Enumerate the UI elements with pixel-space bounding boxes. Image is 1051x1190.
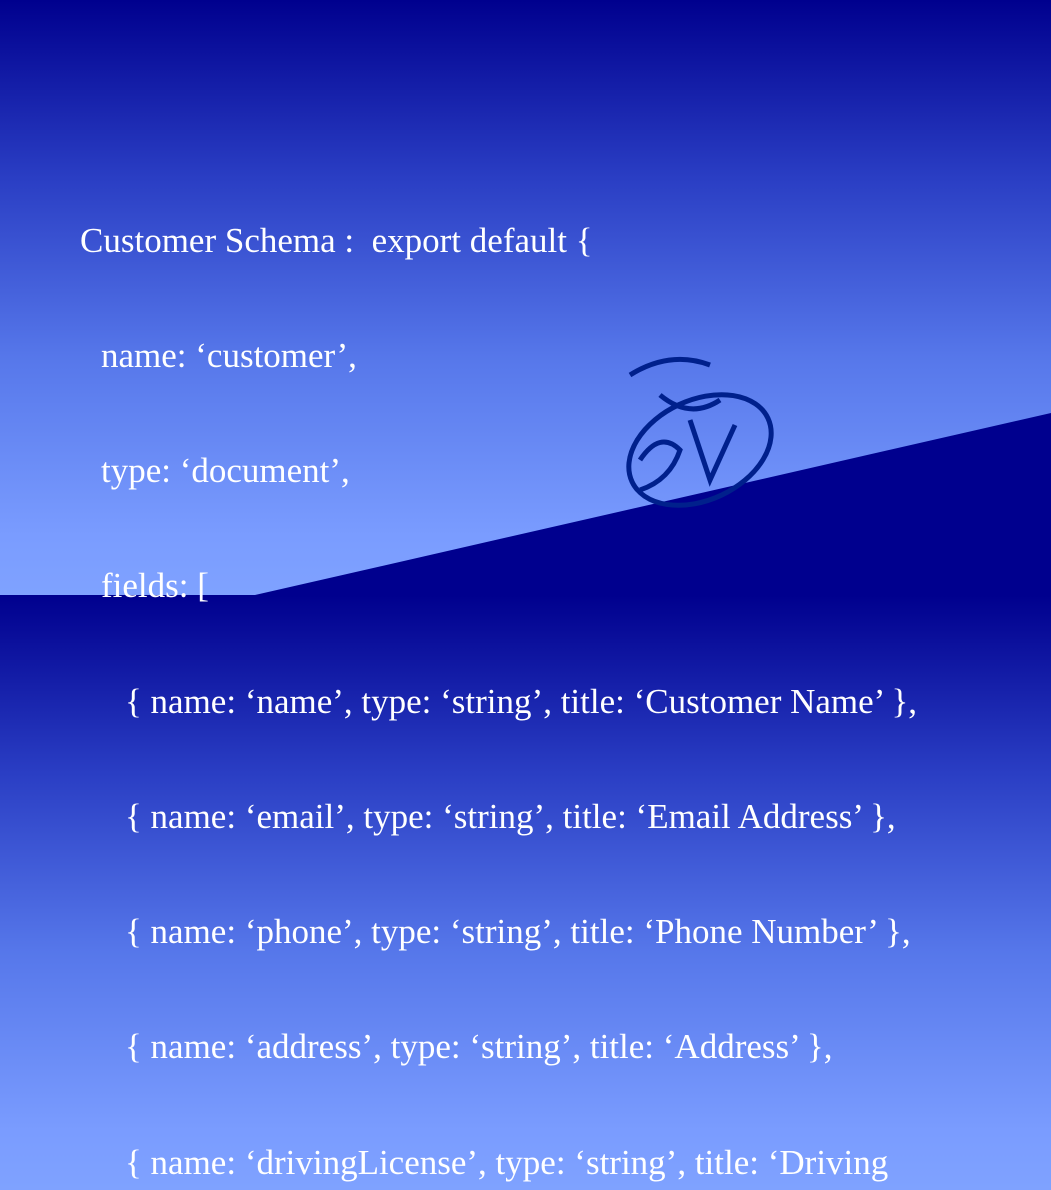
code-line: { name: ‘drivingLicense’, type: ‘string’… — [125, 1142, 889, 1182]
code-line: name: ‘customer’, — [101, 336, 357, 376]
code-line: type: ‘document’, — [101, 451, 350, 491]
code-line: { name: ‘phone’, type: ‘string’, title: … — [125, 912, 911, 952]
code-line: { name: ‘email’, type: ‘string’, title: … — [125, 796, 896, 836]
slide: Customer Schema : export default { name:… — [0, 0, 1051, 595]
code-line: fields: [ — [101, 566, 209, 606]
code-block: Customer Schema : export default { name:… — [80, 145, 917, 1190]
logo — [626, 356, 774, 508]
code-line: { name: ‘address’, type: ‘string’, title… — [125, 1027, 833, 1067]
code-line: { name: ‘name’, type: ‘string’, title: ‘… — [125, 681, 918, 721]
decoration — [255, 356, 1051, 595]
code-line: Customer Schema : export default { — [80, 220, 593, 260]
wedge — [255, 413, 1051, 595]
